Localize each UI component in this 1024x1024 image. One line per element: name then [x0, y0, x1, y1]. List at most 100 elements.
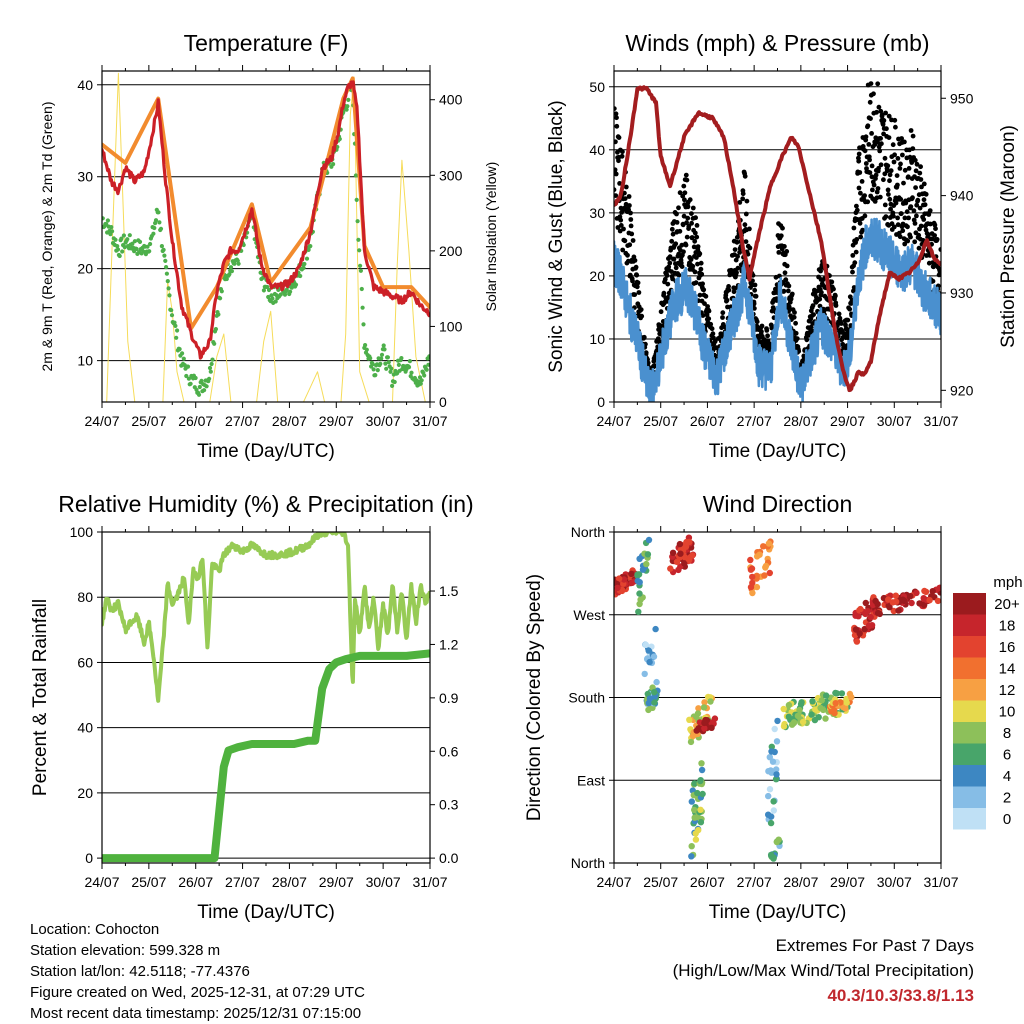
- dewpoint-series-point: [427, 354, 430, 359]
- dewpoint-series-point: [284, 287, 289, 292]
- direction-point: [635, 608, 642, 615]
- y2-tick-label: 200: [439, 243, 463, 259]
- y2-tick-label: 0.6: [439, 743, 459, 759]
- direction-point: [673, 558, 681, 565]
- direction-point: [794, 712, 802, 720]
- direction-point: [767, 851, 775, 859]
- extremes-values: 40.3/10.3/33.8/1.13: [827, 986, 974, 1005]
- y2-tick-label: 0.0: [439, 850, 459, 866]
- colorbar-swatch: [953, 808, 986, 830]
- direction-point: [691, 780, 698, 787]
- gust-point: [879, 141, 884, 147]
- colorbar-label: 10: [999, 704, 1016, 721]
- gust-point: [888, 206, 893, 212]
- gust-point: [793, 320, 798, 326]
- dewpoint-series-point: [379, 356, 384, 361]
- direction-point: [697, 777, 704, 785]
- gust-point: [782, 244, 787, 249]
- gust-point: [817, 296, 823, 302]
- gust-point: [819, 290, 824, 295]
- gust-point: [683, 242, 689, 248]
- gust-point: [661, 290, 667, 296]
- gust-point: [744, 198, 750, 204]
- gust-point: [895, 215, 900, 221]
- dewpoint-series-point: [110, 229, 115, 234]
- gust-point: [902, 139, 907, 145]
- dewpoint-series-point: [212, 341, 217, 346]
- direction-point: [760, 543, 767, 550]
- gust-point: [912, 239, 918, 245]
- gust-point: [928, 221, 933, 227]
- gust-point: [878, 136, 883, 141]
- direction-panel: Wind Direction Time (Day/UTC) North East Sou…: [524, 491, 1023, 923]
- dewpoint-series-point: [345, 104, 350, 109]
- gust-point: [667, 260, 673, 266]
- gust-point: [882, 155, 888, 161]
- gust-point: [838, 321, 844, 326]
- dewpoint-series-point: [119, 236, 124, 241]
- gust-point: [873, 172, 879, 178]
- colorbar-swatch: [953, 636, 986, 658]
- gust-point: [918, 164, 923, 170]
- gust-point: [617, 181, 622, 186]
- gust-point: [883, 214, 889, 220]
- gust-point: [905, 224, 910, 230]
- gust-point: [614, 115, 619, 121]
- dewpoint-series-point: [289, 285, 294, 290]
- direction-point: [747, 556, 754, 564]
- gust-point: [674, 220, 680, 225]
- x-tick-label: 31/07: [412, 874, 447, 890]
- dewpoint-series-point: [186, 376, 191, 381]
- gust-point: [703, 293, 709, 299]
- direction-point: [907, 593, 914, 600]
- gust-point: [847, 306, 853, 312]
- dewpoint-series-point: [109, 225, 114, 230]
- plot-frame: [101, 531, 431, 864]
- gust-point: [917, 170, 923, 176]
- direction-point: [770, 807, 777, 814]
- dewpoint-series-point: [207, 376, 212, 381]
- gust-point: [895, 156, 901, 161]
- gust-point: [620, 149, 625, 155]
- temperature-xlabel: Time (Day/UTC): [197, 441, 335, 462]
- dewpoint-series-point: [392, 379, 397, 385]
- colorbar-label: 2: [1003, 790, 1011, 807]
- gust-point: [669, 226, 675, 232]
- gust-point: [932, 233, 937, 238]
- direction-point: [749, 573, 756, 581]
- direction-point: [700, 704, 708, 711]
- dewpoint-series-point: [298, 273, 303, 279]
- dewpoint-series-point: [236, 261, 241, 266]
- direction-point: [698, 766, 706, 774]
- dewpoint-series-point: [379, 352, 385, 357]
- gust-point: [737, 200, 743, 205]
- direction-point: [842, 705, 849, 712]
- direction-point: [769, 758, 777, 765]
- dewpoint-series-point: [418, 381, 423, 386]
- dewpoint-series-point: [358, 268, 363, 273]
- gust-point: [626, 194, 632, 199]
- direction-point: [639, 566, 647, 573]
- gust-point: [754, 319, 760, 325]
- dewpoint-series-point: [207, 365, 213, 371]
- colorbar-swatch: [953, 614, 986, 636]
- gust-point: [753, 293, 759, 299]
- direction-point: [920, 595, 927, 602]
- y2-tick-label: 1.5: [439, 583, 459, 599]
- direction-point: [688, 853, 695, 860]
- gust-point: [658, 309, 664, 315]
- gust-point: [643, 350, 649, 356]
- direction-point: [682, 543, 690, 550]
- gust-point: [882, 202, 888, 208]
- gust-point: [712, 339, 718, 344]
- direction-point: [646, 658, 653, 666]
- gust-point: [694, 234, 700, 240]
- dewpoint-series-point: [363, 343, 368, 348]
- direction-point: [634, 577, 641, 585]
- dewpoint-series-point: [306, 247, 311, 252]
- x-tick-label: 28/07: [783, 413, 818, 429]
- direction-point: [694, 789, 701, 797]
- gust-point: [873, 135, 879, 141]
- direction-point: [636, 600, 643, 608]
